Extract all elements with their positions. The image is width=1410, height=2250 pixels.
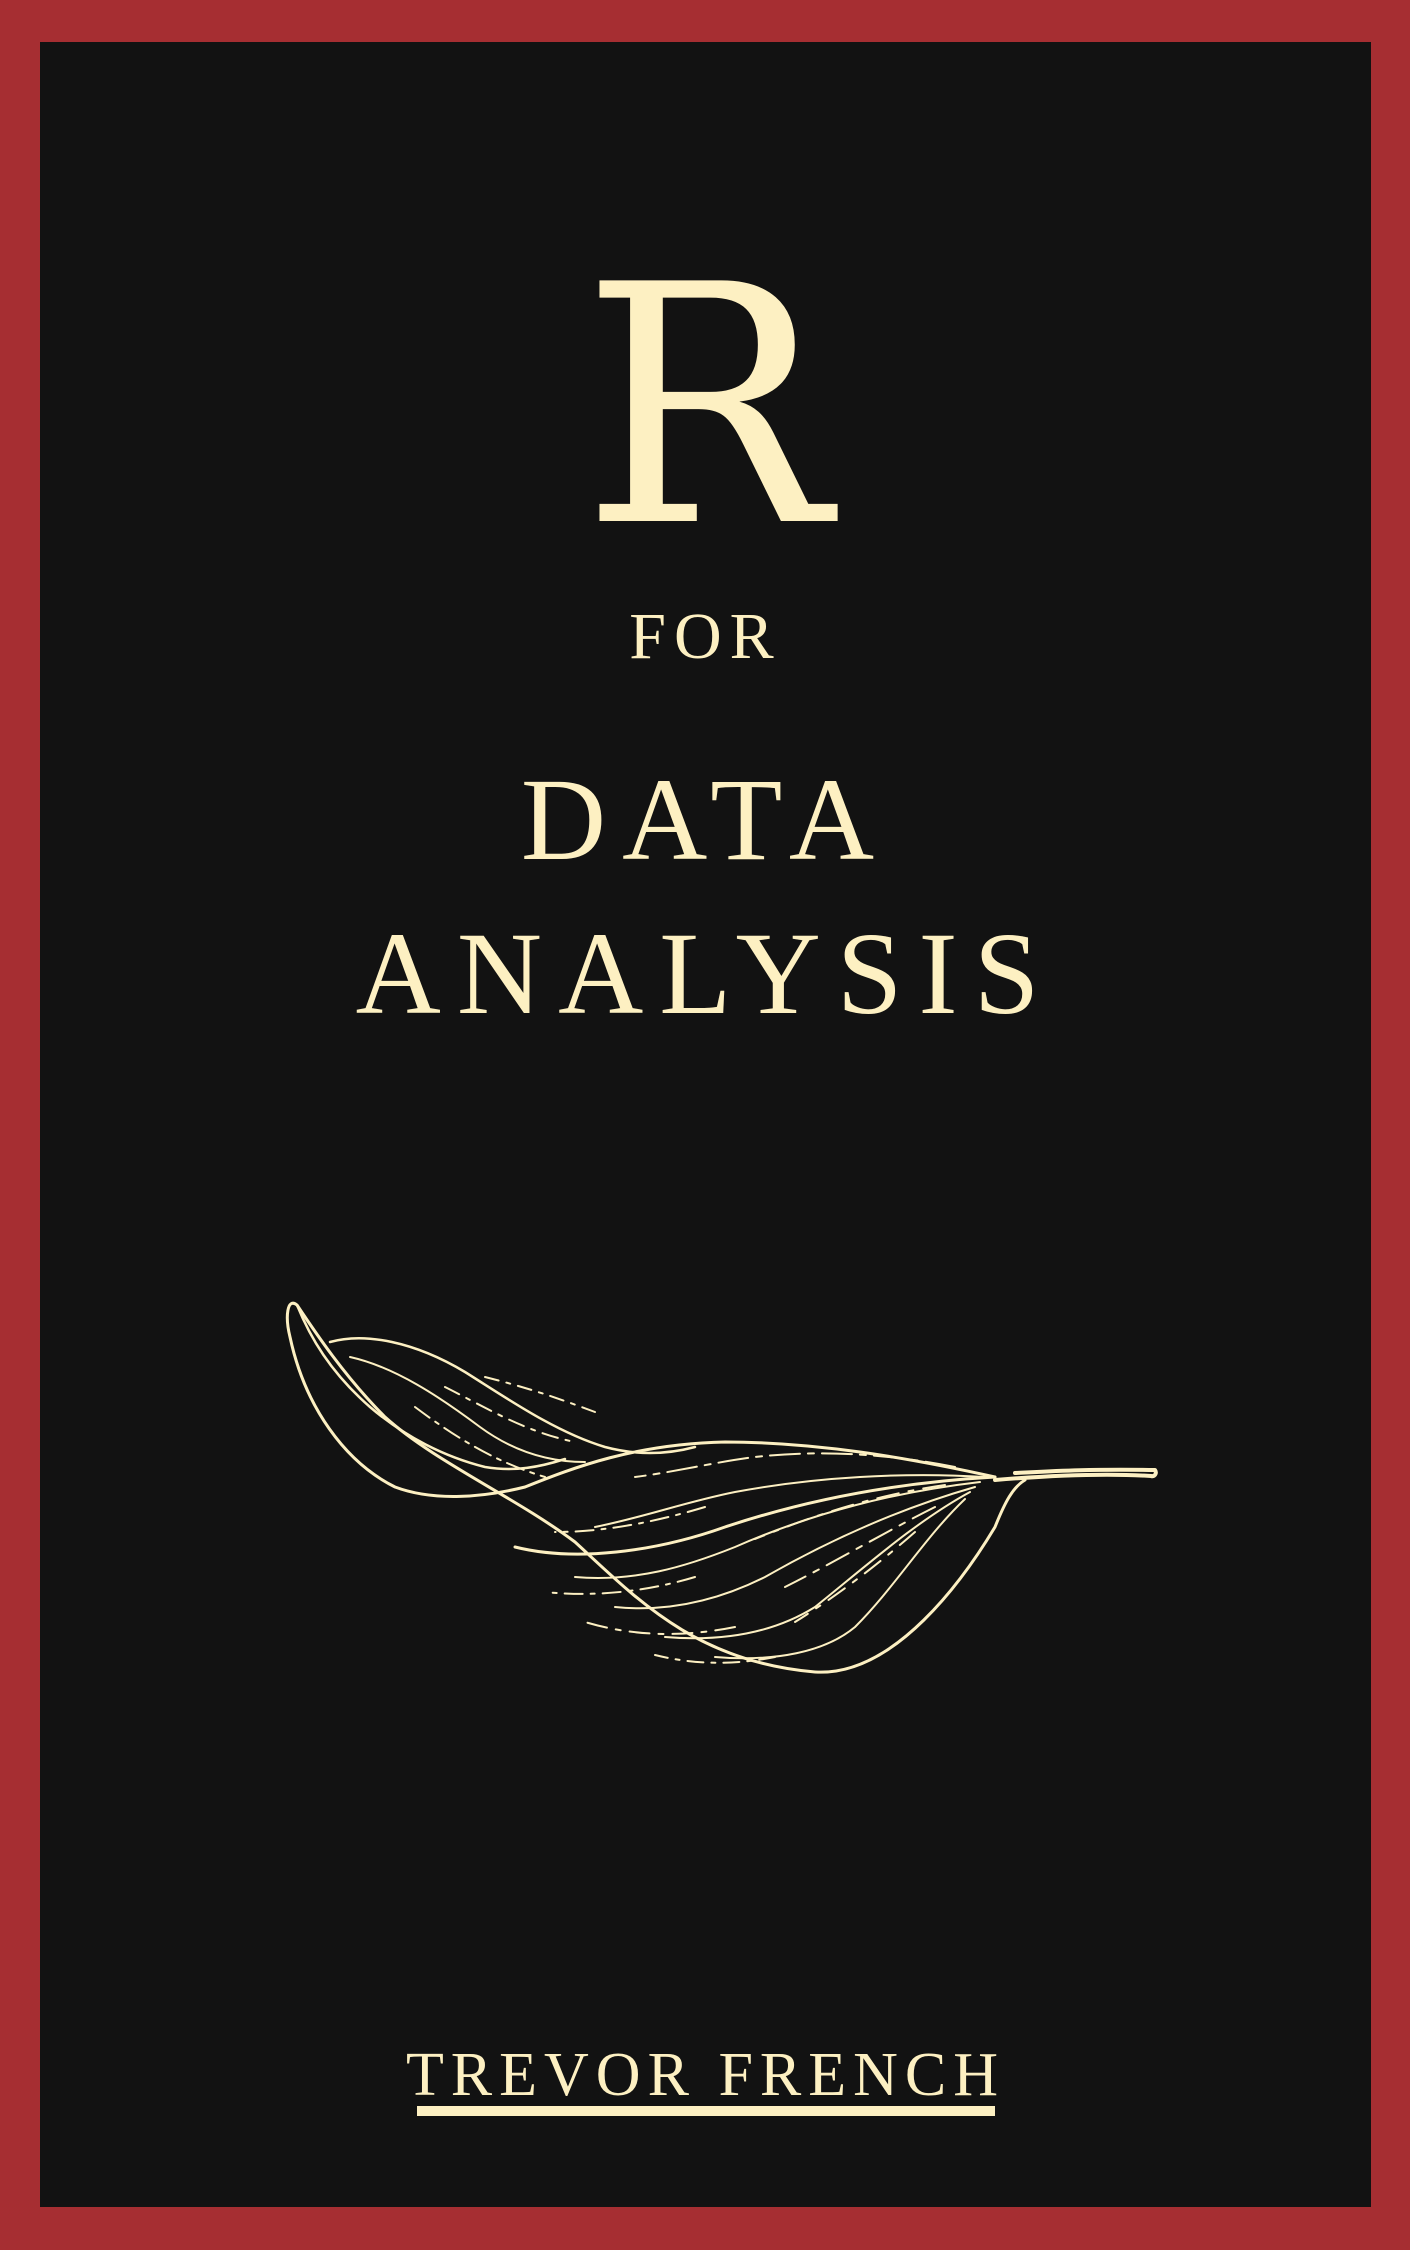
leaf-fold-upper [328, 1337, 697, 1455]
title-line-analysis: ANALYSIS [355, 908, 1056, 1039]
author-name: TREVOR FRENCH [405, 2041, 1006, 2109]
leaf-fold-inner [349, 1356, 586, 1463]
leaf-veins [414, 1376, 986, 1664]
leaf-outline [285, 1301, 1027, 1674]
title-connector: FOR [629, 600, 782, 673]
title-letter-r: R [581, 215, 830, 599]
leaf-stem [993, 1467, 1158, 1482]
leaf-illustration [285, 1301, 1158, 1674]
cover-panel: R FOR DATA ANALYSIS [40, 42, 1371, 2207]
title-line-data: DATA [520, 754, 891, 885]
leaf-midrib [513, 1475, 997, 1556]
author-underline [417, 2106, 995, 2116]
